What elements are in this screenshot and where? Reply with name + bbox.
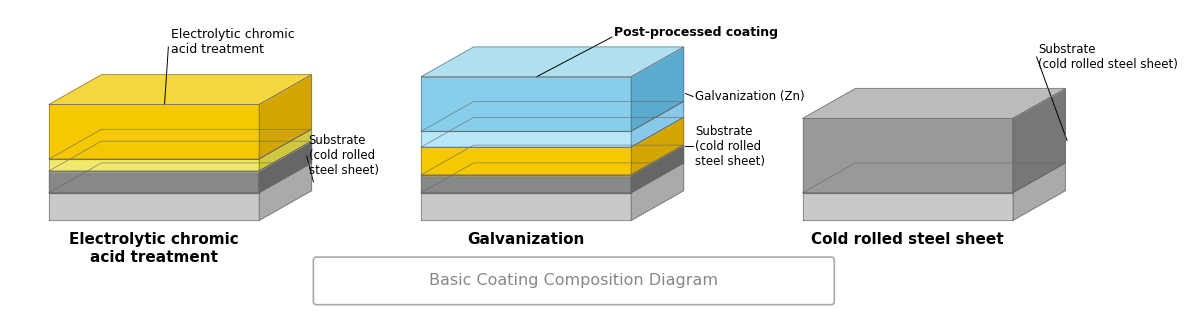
Polygon shape [421,101,684,131]
Text: Substrate
(cold rolled
steel sheet): Substrate (cold rolled steel sheet) [695,125,766,168]
Polygon shape [49,163,312,193]
Polygon shape [421,77,631,131]
Polygon shape [49,129,312,159]
Text: Electrolytic chromic
acid treatment: Electrolytic chromic acid treatment [172,28,295,56]
Polygon shape [421,163,684,193]
Polygon shape [803,193,1013,220]
Text: Galvanization (Zn): Galvanization (Zn) [695,90,805,103]
Polygon shape [1013,89,1066,193]
Polygon shape [49,141,312,171]
Polygon shape [631,47,684,131]
Text: Substrate
(cold rolled steel sheet): Substrate (cold rolled steel sheet) [1038,43,1178,71]
Polygon shape [421,145,684,175]
Polygon shape [421,193,631,220]
Polygon shape [631,101,684,147]
Text: Post-processed coating: Post-processed coating [614,26,778,39]
Polygon shape [259,129,312,171]
FancyBboxPatch shape [0,0,1150,311]
Text: Electrolytic chromic
acid treatment: Electrolytic chromic acid treatment [70,232,239,265]
Polygon shape [259,75,312,159]
Polygon shape [259,141,312,193]
Polygon shape [421,147,631,175]
Polygon shape [421,131,631,147]
Polygon shape [421,47,684,77]
Polygon shape [1013,163,1066,220]
Polygon shape [803,118,1013,193]
Polygon shape [49,193,259,220]
Polygon shape [49,75,312,104]
Text: Basic Coating Composition Diagram: Basic Coating Composition Diagram [430,273,719,288]
Polygon shape [49,104,259,159]
Polygon shape [803,163,1066,193]
Polygon shape [803,89,1066,118]
Text: Substrate
(cold rolled
steel sheet): Substrate (cold rolled steel sheet) [308,134,379,178]
Polygon shape [49,171,259,193]
Polygon shape [631,163,684,220]
Polygon shape [631,145,684,193]
Polygon shape [49,159,259,171]
Polygon shape [421,117,684,147]
Polygon shape [631,117,684,175]
FancyBboxPatch shape [313,257,834,305]
Polygon shape [259,163,312,220]
Text: Galvanization: Galvanization [468,232,584,247]
Text: Cold rolled steel sheet: Cold rolled steel sheet [811,232,1004,247]
Polygon shape [421,175,631,193]
